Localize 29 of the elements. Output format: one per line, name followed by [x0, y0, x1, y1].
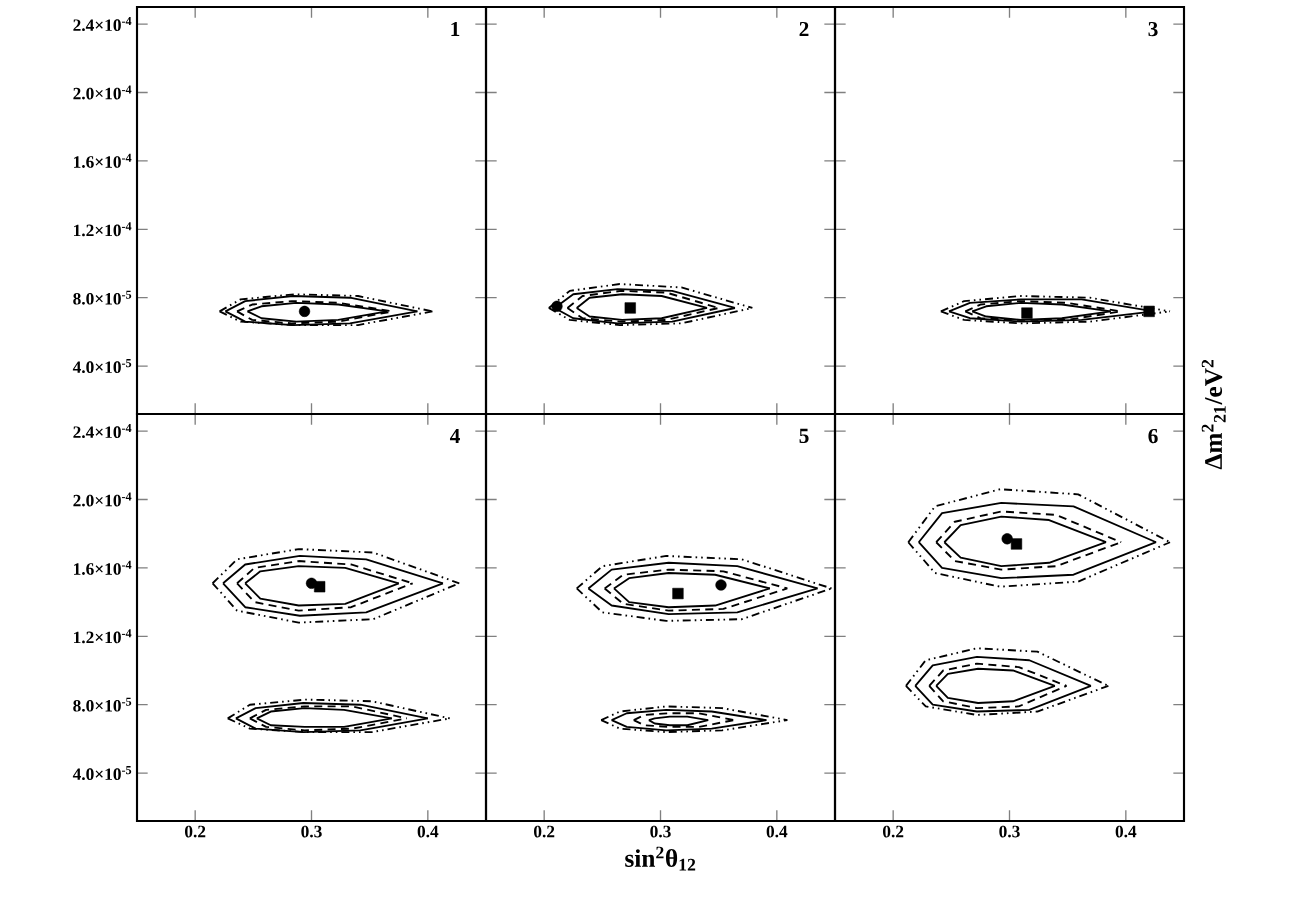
x-tick-label: 0.4 — [1115, 825, 1137, 838]
annotation: 5 — [799, 428, 809, 444]
x-tick-label: 0.2 — [534, 825, 555, 838]
annotation: 4 — [449, 428, 460, 443]
y-tick-label: 8.0×10$^{-5}$ — [73, 697, 132, 712]
y-tick-label: 2.4×10$^{-4}$ — [73, 424, 132, 439]
y-tick-label: 1.2×10$^{-4}$ — [74, 629, 132, 644]
annotation: 2 — [799, 21, 809, 36]
annotation: 1 — [451, 21, 460, 36]
y-tick-label: 1.6×10$^{-4}$ — [74, 153, 132, 168]
y-axis-title: Δm$^{2}$$_{21}$/eV$^{2}$ — [1201, 359, 1226, 470]
y-tick-label: 2.0×10$^{-4}$ — [73, 85, 132, 100]
y-tick-label: 1.2×10$^{-4}$ — [74, 222, 132, 237]
y-tick-label: 4.0×10$^{-5}$ — [72, 359, 132, 374]
y-tick-label: 2.0×10$^{-4}$ — [73, 492, 132, 507]
annotation: 3 — [1148, 21, 1158, 37]
y-tick-label: 4.0×10$^{-5}$ — [72, 766, 132, 781]
y-tick-label: 8.0×10$^{-5}$ — [73, 290, 132, 305]
x-tick-label: 0.4 — [417, 825, 439, 838]
x-tick-label: 0.2 — [185, 825, 206, 838]
x-tick-label: 0.2 — [883, 825, 904, 838]
x-tick-label: 0.4 — [766, 825, 788, 838]
x-tick-label: 0.3 — [999, 825, 1020, 838]
y-tick-label: 2.4×10$^{-4}$ — [73, 17, 132, 32]
y-tick-label: 1.6×10$^{-4}$ — [74, 560, 132, 575]
x-axis-title: sin$^{2}$θ$_{12}$ — [625, 846, 696, 871]
annotation: 6 — [1148, 428, 1158, 444]
x-tick-label: 0.3 — [301, 825, 322, 838]
x-tick-label: 0.3 — [650, 825, 671, 838]
